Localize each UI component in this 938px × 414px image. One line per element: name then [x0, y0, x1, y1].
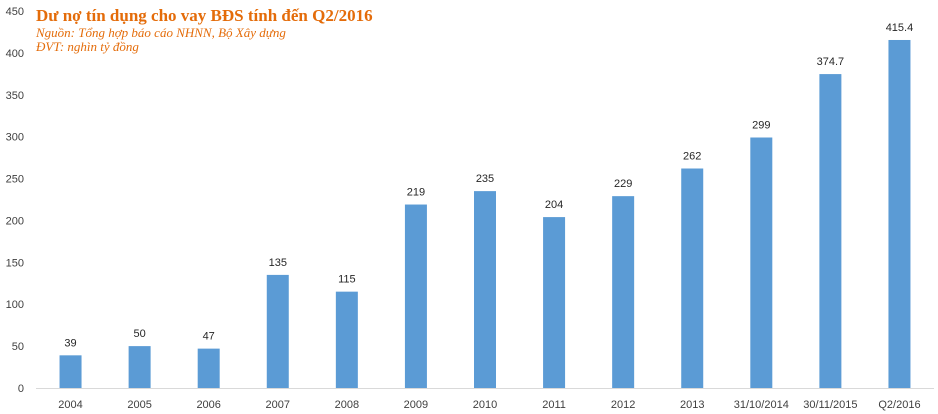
bar: [888, 39, 911, 388]
bar: [819, 74, 842, 389]
data-label: 219: [407, 187, 425, 199]
y-tick-label: 250: [6, 174, 24, 186]
bar: [750, 137, 773, 388]
chart-title: Dư nợ tín dụng cho vay BĐS tính đến Q2/2…: [36, 6, 373, 25]
x-tick-label: Q2/2016: [878, 399, 920, 411]
data-label: 235: [476, 173, 494, 185]
x-tick-label: 2013: [680, 399, 704, 411]
data-label: 135: [269, 257, 287, 269]
chart-source: Nguồn: Tổng hợp báo cáo NHNN, Bộ Xây dựn…: [36, 24, 286, 40]
data-label: 39: [64, 337, 76, 349]
bar: [681, 168, 704, 388]
x-tick-label: 2010: [473, 399, 497, 411]
data-label: 299: [752, 120, 770, 132]
data-label: 47: [203, 331, 215, 343]
y-tick-label: 350: [6, 90, 24, 102]
x-tick-label: 2008: [335, 399, 359, 411]
y-tick-label: 400: [6, 48, 24, 60]
data-label: 115: [338, 274, 356, 286]
x-tick-label: 30/11/2015: [803, 399, 857, 411]
y-tick-label: 300: [6, 132, 24, 144]
data-label: 204: [545, 199, 563, 211]
bar: [266, 274, 289, 388]
data-label: 415.4: [886, 22, 914, 34]
x-tick-label: 2007: [266, 399, 290, 411]
data-label: 262: [683, 151, 701, 163]
bar: [474, 191, 496, 388]
bar: [59, 355, 82, 388]
x-tick-label: 2011: [542, 399, 566, 411]
data-labels: 39 50 47 135 115 219 235 204 229 262 299 374.7 415.4: [64, 22, 913, 349]
x-tick-label: 2009: [404, 399, 428, 411]
chart-unit: ĐVT: nghìn tỷ đồng: [36, 39, 139, 55]
bar: [404, 204, 427, 388]
y-tick-label: 150: [6, 257, 24, 269]
bar: [197, 348, 220, 388]
y-tick-label: 450: [6, 6, 24, 18]
x-tick-label: 2005: [127, 399, 151, 411]
x-tick-label: 31/10/2014: [734, 399, 789, 411]
bar: [335, 291, 358, 388]
chart-header: Dư nợ tín dụng cho vay BĐS tính đến Q2/2…: [36, 6, 373, 55]
x-tick-label: 2004: [58, 399, 82, 411]
bars: [59, 39, 911, 389]
bar: [612, 196, 635, 388]
x-axis: 2004 2005 2006 2007 2008 2009 2010 2011 2012 2013…: [36, 388, 934, 411]
y-tick-label: 100: [6, 299, 24, 311]
bar: [128, 346, 151, 388]
x-tick-label: 2006: [196, 399, 220, 411]
data-label: 374.7: [817, 56, 845, 68]
y-tick-label: 50: [12, 341, 24, 353]
data-label: 229: [614, 178, 632, 190]
y-tick-label: 200: [6, 215, 24, 227]
x-tick-label: 2012: [611, 399, 635, 411]
y-axis: 0 50 100 150 200 250 300 350 400 450: [6, 6, 24, 395]
data-label: 50: [133, 328, 145, 340]
bar: [543, 217, 566, 388]
y-tick-label: 0: [18, 383, 24, 395]
